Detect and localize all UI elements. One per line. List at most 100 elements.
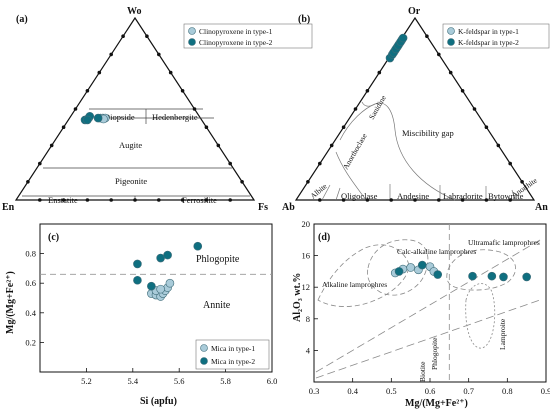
panel-b-tick-dot xyxy=(341,125,346,129)
panel-b-field-anorthoclase: Anorthoclase xyxy=(341,131,369,171)
panel-a-tick-dot xyxy=(121,34,125,38)
panel-a-tick-dot xyxy=(204,125,209,129)
panel-b-tick-dot xyxy=(448,70,453,75)
panel-a-tick-dot xyxy=(228,161,232,166)
panel-d-point-type2 xyxy=(522,272,531,282)
panel-b-tick-dot xyxy=(413,198,417,202)
panel-a-tick-dot xyxy=(145,34,149,38)
panel-d-field-outlines xyxy=(315,239,541,379)
panel-a-point-type2 xyxy=(93,113,103,123)
panel-a-field-hedenbergite: Hedenbergite xyxy=(152,112,198,122)
panel-d-xtick-label: 0.3 xyxy=(309,386,320,396)
panel-b-field-anorthite: Anorthite xyxy=(510,175,539,199)
panel-a-apex-right: Fs xyxy=(258,202,268,213)
panel-b-tick-dot xyxy=(437,198,441,202)
panel-c-points xyxy=(133,241,203,301)
panel-d-xlabel: Mg/(Mg+Fe²⁺) xyxy=(405,398,468,409)
panel-d-ytick-label: 12 xyxy=(302,282,311,292)
panel-b-tick-dot xyxy=(472,107,477,111)
panel-a-tick-dot xyxy=(97,70,102,75)
panel-c-legend-box xyxy=(195,339,270,370)
panel-c-point-type2 xyxy=(133,259,142,269)
panel-a-tick-dot xyxy=(85,89,90,93)
panel-c-legend-type1: Mica in type-1 xyxy=(211,344,255,353)
panel-c-point-type2 xyxy=(163,250,172,260)
panel-a-legend-type2: Clinopyroxene in type-2 xyxy=(199,38,273,47)
panel-b-tick-dot xyxy=(460,198,465,202)
panel-b-field-lines xyxy=(321,101,516,201)
panel-a-tick-dot xyxy=(61,125,66,129)
panel-a-tick-dot xyxy=(109,198,113,202)
panel-b-point-type2 xyxy=(398,33,408,43)
panel-b-legend: K-feldspar in type-1 K-feldspar in type-… xyxy=(442,23,550,49)
panel-a-label: (a) xyxy=(16,14,28,25)
panel-d-point-type1 xyxy=(406,263,415,272)
panel-b-tick-dot xyxy=(508,161,512,166)
panel-d-point-type2 xyxy=(433,270,443,279)
panel-a-legend-marker-type1 xyxy=(188,27,196,35)
panel-b-apex-top: Or xyxy=(408,6,421,17)
panel-a-tick-dot xyxy=(157,198,161,202)
panel-b-tick-dot xyxy=(389,198,394,202)
panel-a-tick-dot xyxy=(73,107,78,111)
panel-c-ytick-label: 0.2 xyxy=(25,337,36,347)
panel-c-legend-type2: Mica in type-2 xyxy=(211,357,255,366)
panel-b-legend-box xyxy=(442,23,550,49)
panel-a-tick-dot xyxy=(61,198,66,202)
panel-a-field-ferrosilite: Ferrosilite xyxy=(182,195,217,205)
panel-b-tick-dot xyxy=(329,143,334,148)
panel-d-lower-boundary xyxy=(315,299,541,379)
panel-c-plot-frame xyxy=(39,223,273,373)
panel-b-field-andesine: Andesine xyxy=(397,191,429,201)
panel-b-tick-dot xyxy=(365,198,370,202)
panel-d-point-type2 xyxy=(394,267,404,276)
panel-b-legend-type1: K-feldspar in type-1 xyxy=(458,27,519,36)
panel-b-solvus-curve xyxy=(339,102,456,201)
panel-a-ternary: (a) Wo En Fs Diopside Hedenbergite Augit… xyxy=(2,6,313,213)
panel-a-field-augite: Augite xyxy=(119,140,142,150)
panel-b-apex-left: Ab xyxy=(282,202,295,213)
panel-b-div-oligo xyxy=(335,187,341,201)
panel-a-point-type2 xyxy=(83,115,92,125)
panel-d-point-type2 xyxy=(417,260,427,270)
panel-a-legend-box xyxy=(183,23,313,49)
panel-c-xtick-label: 5.6 xyxy=(174,376,185,386)
panel-d-ytick-label: 16 xyxy=(302,251,311,261)
panel-b-tick-dot xyxy=(306,180,310,184)
panel-c-xlabel: Si (apfu) xyxy=(140,396,177,407)
panel-d-scatter: 0.3 0.4 0.5 0.6 0.7 0.8 0.9 4 8 12 16 20 (d) Calc-a… xyxy=(292,219,550,409)
panel-a-tick-dot xyxy=(157,52,161,57)
panel-d-field-biotite: Biotite xyxy=(418,361,427,382)
panel-d-ytick-label: 4 xyxy=(306,345,311,355)
panel-a-tick-dot xyxy=(168,70,173,75)
panel-d-calcalkaline-field xyxy=(367,239,429,296)
panel-c-point-type2 xyxy=(193,241,203,251)
panel-a-field-diopside: Diopside xyxy=(104,112,135,122)
panel-a-field-pigeonite: Pigeonite xyxy=(115,176,147,186)
panel-c-point-type2 xyxy=(133,275,142,285)
panel-d-field-ultramafic: Ultramafic lamprophres xyxy=(468,238,540,247)
panel-d-ultramafic-field xyxy=(446,249,516,291)
panel-d-point-type2 xyxy=(487,271,497,281)
panel-a-tick-dot xyxy=(133,198,137,202)
panel-a-tick-dot xyxy=(180,89,185,93)
panel-d-xtick-label: 0.6 xyxy=(425,386,436,396)
panel-d-xtick-label: 0.5 xyxy=(386,386,397,396)
panel-b-tick-dot xyxy=(365,89,370,93)
panel-c-legend-marker-type2 xyxy=(200,357,208,365)
panel-c-point-type1 xyxy=(156,284,165,294)
panel-b-tick-dot xyxy=(341,198,346,202)
panel-a-tick-dot xyxy=(26,180,30,184)
panel-b-tick-dot xyxy=(484,125,489,129)
panel-d-ytick-label: 20 xyxy=(302,219,311,229)
panel-b-anorthoclase-line xyxy=(335,151,367,201)
panel-b-field-sanidine: Sanidine xyxy=(367,93,388,121)
panel-b-label: (b) xyxy=(298,14,310,25)
panel-a-legend-type1: Clinopyroxene in type-1 xyxy=(199,27,273,36)
panel-a-tick-dot xyxy=(216,143,221,148)
panel-b-tick-dot xyxy=(508,198,512,202)
panel-b-tick-dot xyxy=(353,107,358,111)
panel-a-ticks xyxy=(26,34,244,202)
